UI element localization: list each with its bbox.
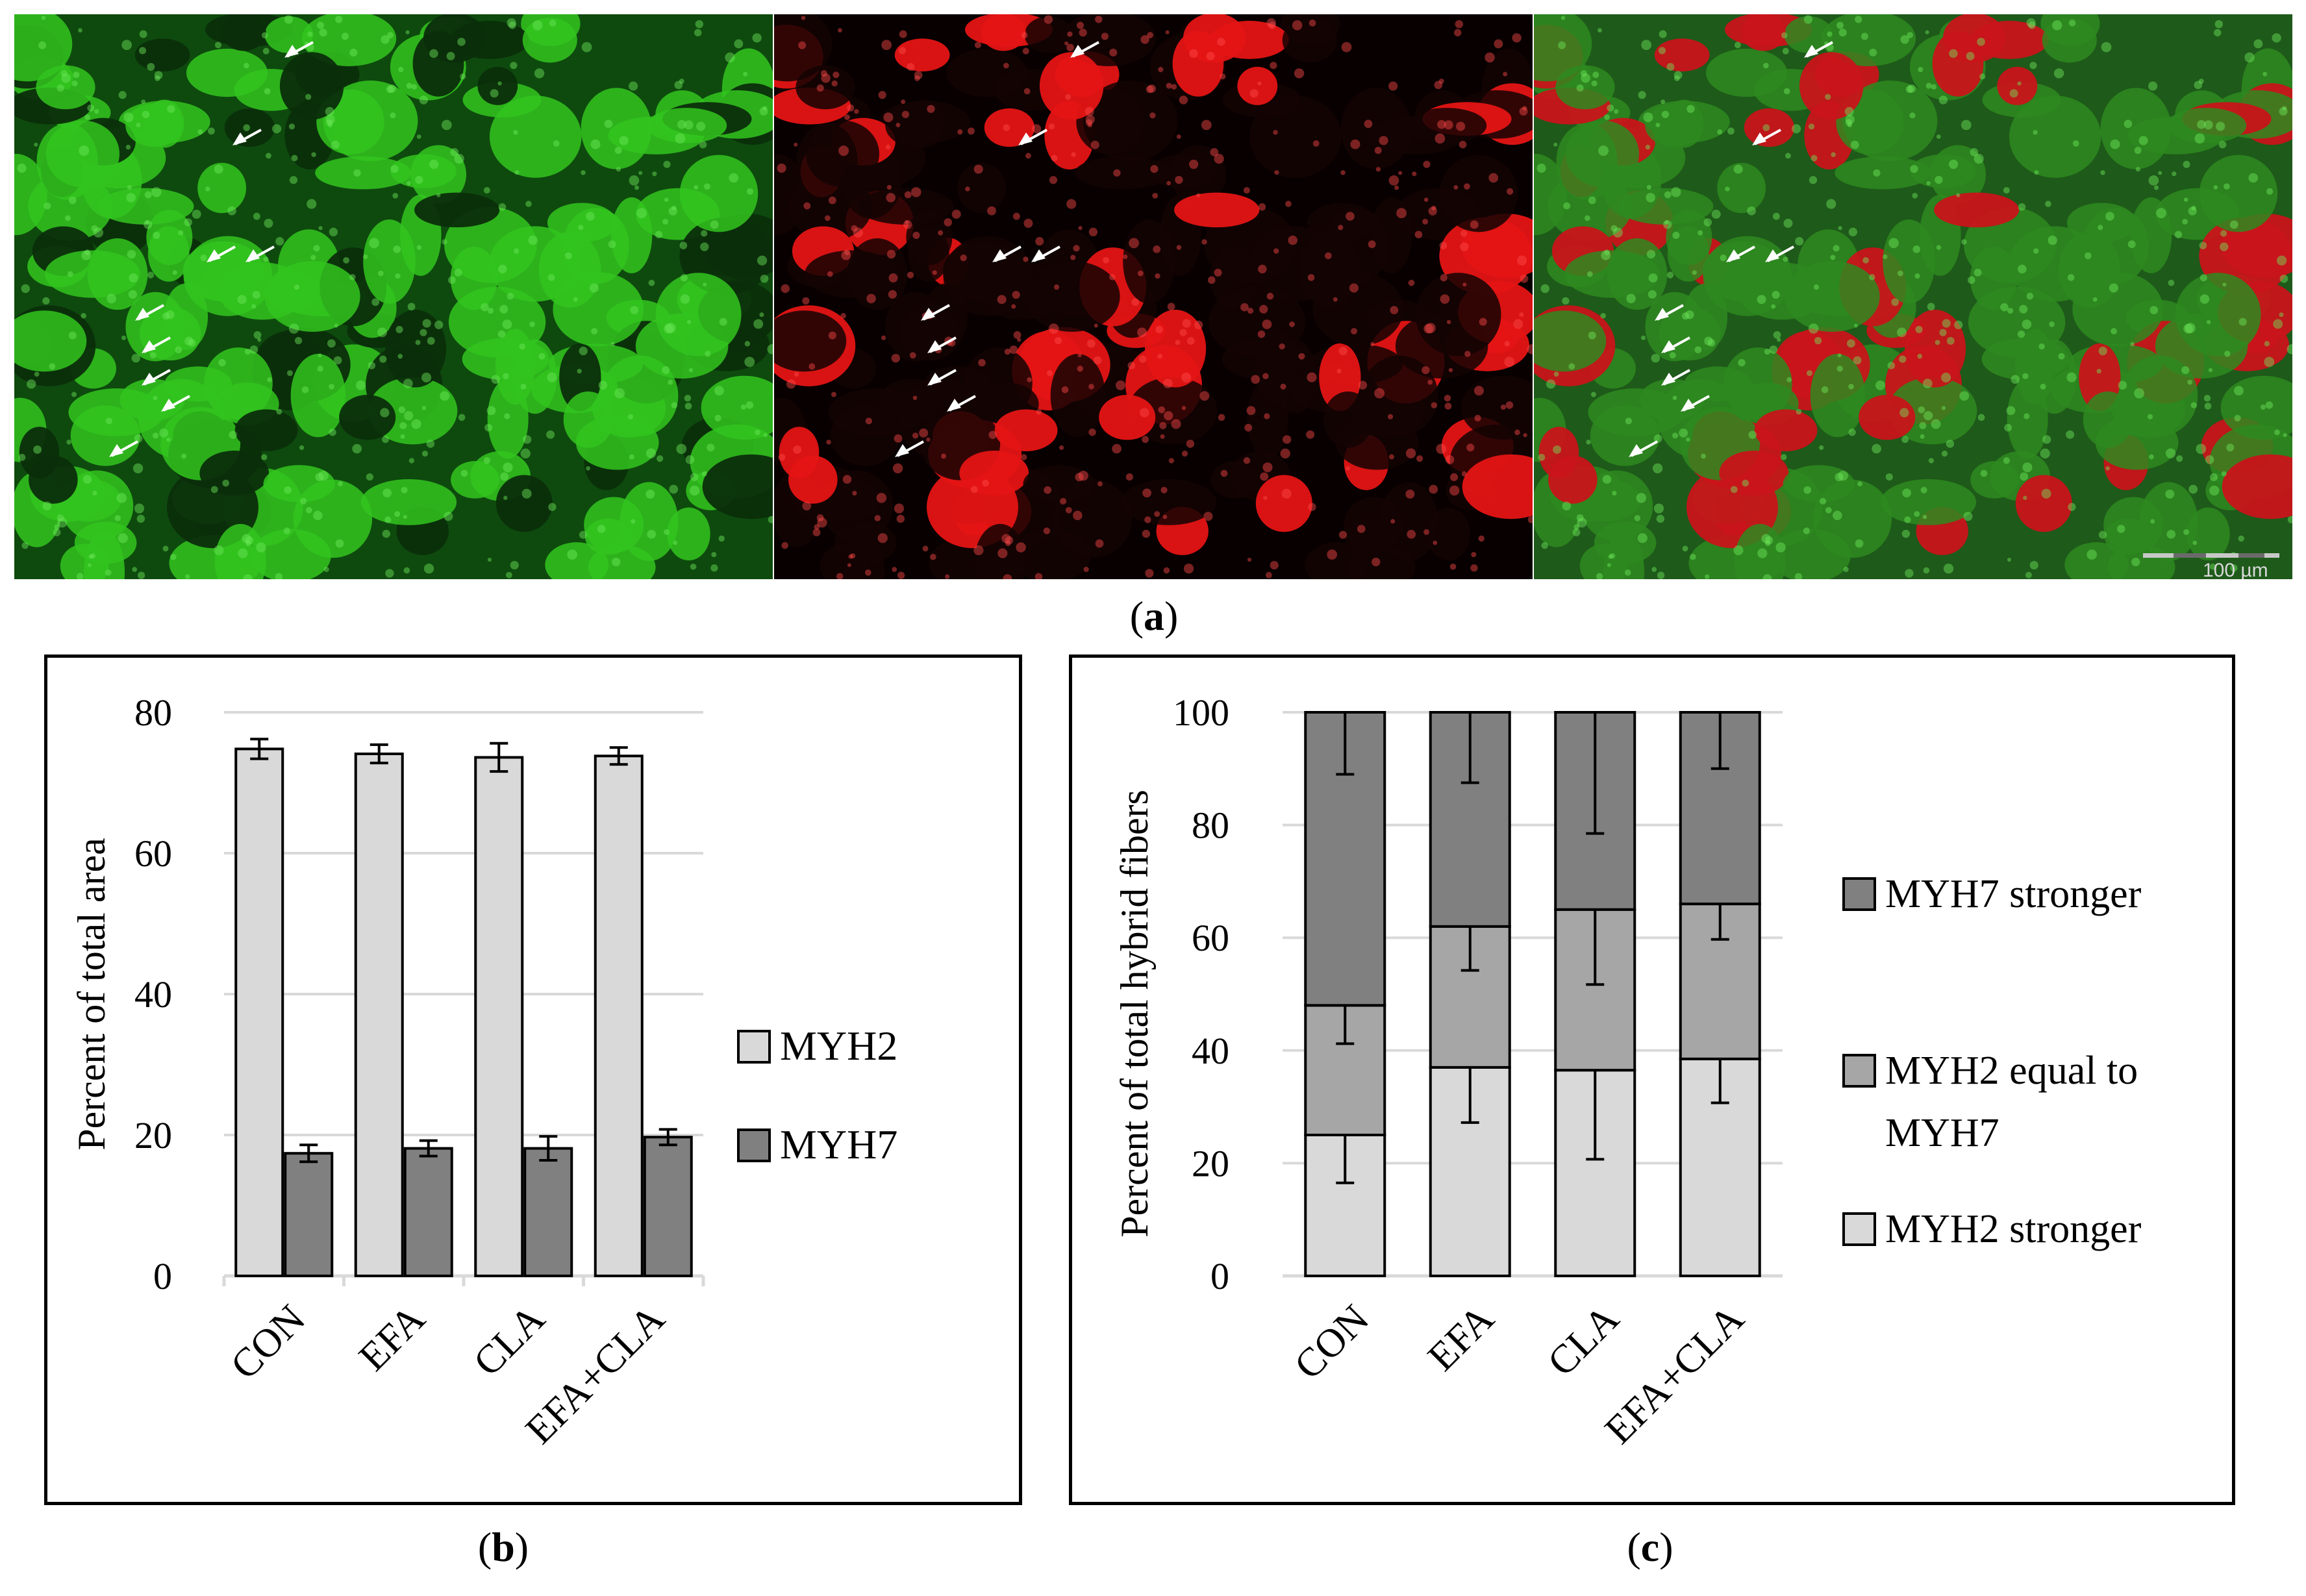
fiber-texture [1534, 14, 2292, 579]
micrograph-myh7-red [774, 14, 1533, 579]
x-tick-label: EFA [351, 1297, 434, 1380]
y-tick-label: 40 [134, 973, 172, 1016]
error-bar [1711, 712, 1729, 770]
arrow-marker [1726, 245, 1755, 262]
arrow-marker [1070, 41, 1099, 58]
arrow-marker [992, 245, 1021, 262]
error-bar [609, 746, 628, 766]
legend-swatch [737, 1128, 771, 1162]
micrograph-merged-overlay: 100 µm [1534, 14, 2292, 579]
arrow-marker [1661, 336, 1690, 353]
arrow-marker [1629, 440, 1658, 457]
error-bar [370, 743, 388, 765]
y-tick-label: 60 [134, 832, 172, 875]
error-bar [1460, 712, 1479, 784]
caption-b: (b) [477, 1524, 529, 1570]
y-tick-label: 80 [1192, 804, 1229, 847]
arrow-marker [1681, 395, 1710, 412]
arrow-marker [1765, 245, 1794, 262]
y-tick-label: 0 [153, 1255, 172, 1297]
error-bar [539, 1135, 558, 1162]
y-tick-label: 100 [1173, 692, 1229, 734]
legend-item: MYH7 stronger [1842, 872, 2142, 916]
arrow-marker [245, 245, 275, 262]
scale-bar-label: 100 µm [2203, 560, 2268, 579]
legend-label: MYH7 stronger [1885, 872, 2142, 916]
legend-swatch [737, 1030, 771, 1064]
arrow-marker [142, 369, 171, 386]
arrow-marker [1804, 41, 1833, 58]
x-tick-label: CLA [465, 1297, 553, 1385]
error-bar [419, 1139, 438, 1158]
x-tick-label: CON [1286, 1297, 1378, 1388]
arrow-marker [1018, 129, 1047, 145]
legend-label-cont: MYH7 [1885, 1111, 1999, 1155]
arrow-marker [109, 440, 138, 457]
bar-myh7 [643, 1136, 693, 1277]
legend-swatch [1842, 1212, 1876, 1246]
fiber-texture [774, 14, 1533, 579]
legend-item: MYH7 [737, 1121, 897, 1167]
bar-myh2 [594, 754, 644, 1277]
arrow-marker [161, 395, 190, 412]
x-tick-label: CLA [1539, 1297, 1627, 1385]
caption-a: (a) [1129, 593, 1179, 639]
y-tick-label: 60 [1192, 917, 1229, 959]
chart-c-hybrid-fibers: 0 20 40 60 80 100 CON EFA CLA EFA+CLA Percent of t… [1069, 655, 2235, 1505]
arrow-marker [1752, 129, 1781, 145]
legend-label: MYH2 stronger [1885, 1207, 2142, 1251]
bar-myh2 [234, 747, 284, 1278]
arrow-marker [927, 336, 957, 353]
legend-label: MYH2 equal to [1885, 1049, 2138, 1093]
arrow-marker [135, 304, 164, 321]
legend-item: MYH2 stronger [1842, 1207, 2142, 1251]
y-tick-label: 80 [134, 692, 172, 734]
x-tick-label: EFA+CLA [1597, 1297, 1753, 1453]
bar-myh2 [354, 753, 404, 1277]
micrograph-myh2-green [14, 14, 773, 579]
chart-b-area-percent: 0 20 40 60 80 CON EFA CLA EFA+CLA Percent of tota… [44, 655, 1022, 1505]
legend-item: MYH2 [737, 1023, 897, 1069]
error-bar [1336, 712, 1355, 776]
error-bar [490, 742, 508, 773]
bar-myh7 [523, 1147, 573, 1277]
error-bar [1586, 712, 1605, 835]
y-tick-label: 40 [1192, 1030, 1229, 1072]
x-tick-label: EFA [1420, 1297, 1503, 1380]
arrow-marker [207, 245, 236, 262]
bar-myh7 [403, 1147, 453, 1277]
arrow-marker [927, 369, 957, 386]
legend-swatch [1842, 1054, 1876, 1088]
error-bar [658, 1128, 677, 1147]
arrow-marker [947, 395, 976, 412]
arrow-marker [1655, 304, 1684, 321]
bar-myh7 [284, 1152, 334, 1278]
arrow-marker [1661, 369, 1690, 386]
fiber-texture [14, 14, 773, 579]
caption-c: (c) [1627, 1524, 1673, 1570]
y-axis-label: Percent of total area [70, 838, 113, 1150]
arrow-marker [142, 336, 171, 353]
arrow-marker [895, 440, 924, 457]
legend-swatch [1842, 877, 1876, 911]
error-bar [250, 738, 269, 760]
error-bar [299, 1143, 318, 1164]
x-tick-label: CON [223, 1297, 314, 1388]
bar-myh2 [474, 756, 524, 1277]
legend-label: MYH2 [780, 1023, 897, 1069]
y-tick-label: 20 [1192, 1142, 1229, 1184]
y-tick-label: 0 [1210, 1255, 1229, 1297]
arrow-marker [1031, 245, 1060, 262]
legend-item: MYH2 equal to MYH7 [1842, 1049, 2138, 1155]
scale-bar: 100 µm [2143, 553, 2279, 579]
y-tick-label: 20 [134, 1114, 172, 1156]
y-axis-label: Percent of total hybrid fibers [1113, 790, 1156, 1238]
legend-label: MYH7 [780, 1121, 897, 1167]
arrow-marker [232, 129, 262, 145]
arrow-marker [284, 41, 314, 58]
arrow-marker [921, 304, 950, 321]
